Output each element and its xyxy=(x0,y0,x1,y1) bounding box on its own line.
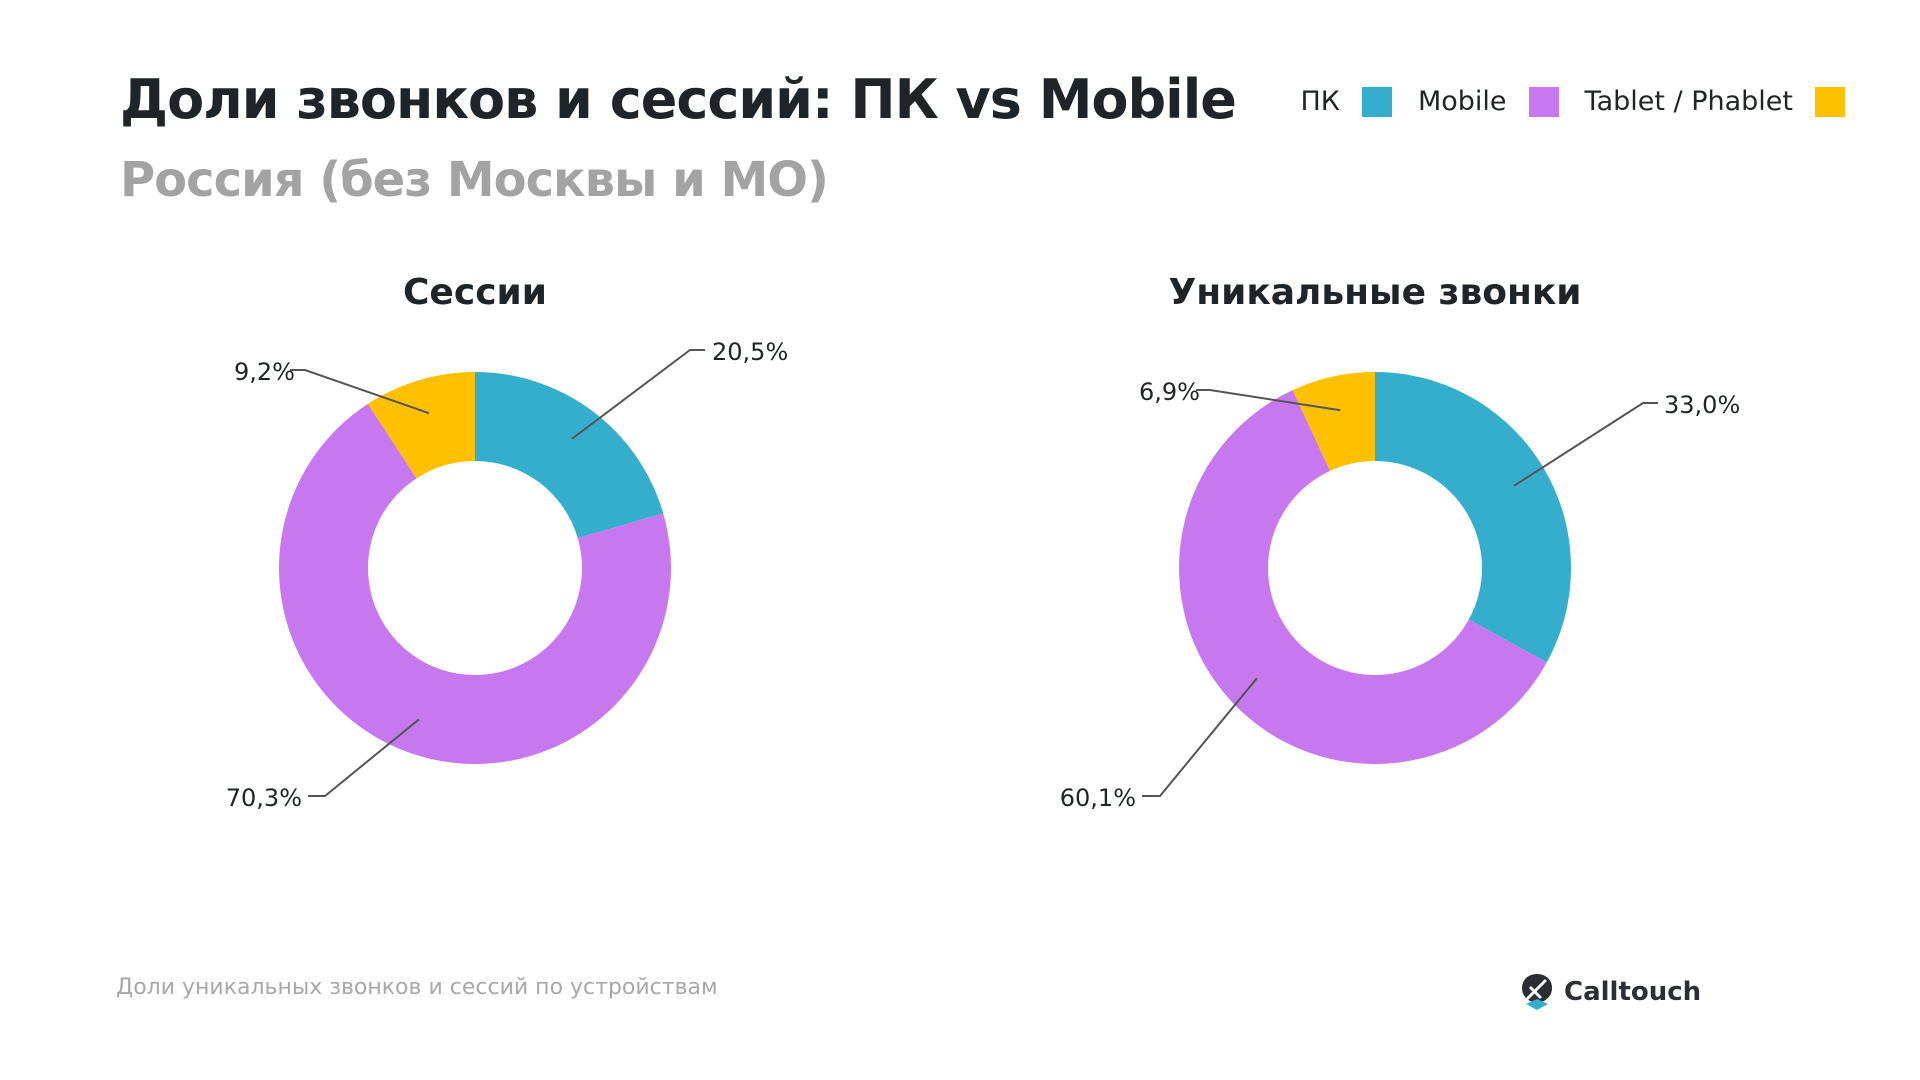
legend-label: Mobile xyxy=(1417,86,1507,117)
legend-item-mobile: Mobile xyxy=(1418,86,1559,117)
donut-slice-sessions-0 xyxy=(475,372,664,539)
data-label: 70,3% xyxy=(226,784,302,812)
donut-slice-calls-2 xyxy=(1292,372,1375,471)
leader-line xyxy=(1142,677,1258,797)
data-label: 9,2% xyxy=(234,358,295,386)
legend-swatch xyxy=(1361,86,1392,117)
legend-label: Tablet / Phablet xyxy=(1584,86,1793,117)
leader-line xyxy=(1196,389,1341,412)
leader-line xyxy=(571,349,705,440)
brand-logo: Calltouch xyxy=(1520,972,1701,1012)
legend-item-tablet: Tablet / Phablet xyxy=(1585,86,1845,117)
leader-line xyxy=(308,718,420,797)
chart-title-calls: Уникальные звонки xyxy=(1168,272,1582,313)
data-label: 20,5% xyxy=(712,338,788,366)
leader-line xyxy=(1513,402,1658,487)
donut-slice-calls-0 xyxy=(1375,372,1572,663)
calltouch-logo-icon xyxy=(1522,974,1552,1010)
legend-swatch xyxy=(1528,86,1559,117)
legend-label: ПК xyxy=(1300,86,1340,117)
page-title: Доли звонков и сессий: ПК vs Mobile xyxy=(120,68,1237,131)
data-label: 60,1% xyxy=(1060,784,1136,812)
legend: ПК Mobile Tablet / Phablet xyxy=(1274,86,1845,117)
donut-slice-sessions-1 xyxy=(279,403,671,765)
data-label: 33,0% xyxy=(1664,391,1740,419)
legend-item-pc: ПК xyxy=(1300,86,1392,117)
legend-swatch xyxy=(1815,86,1845,117)
leader-line xyxy=(290,369,430,415)
donut-slice-sessions-2 xyxy=(367,372,475,479)
donut-slice-calls-1 xyxy=(1179,390,1547,765)
page-subtitle: Россия (без Москвы и МО) xyxy=(120,152,829,208)
chart-title-sessions: Сессии xyxy=(403,272,547,313)
data-label: 6,9% xyxy=(1139,378,1200,406)
footer-caption: Доли уникальных звонков и сессий по устр… xyxy=(116,975,718,1000)
brand-name: Calltouch xyxy=(1564,977,1702,1007)
